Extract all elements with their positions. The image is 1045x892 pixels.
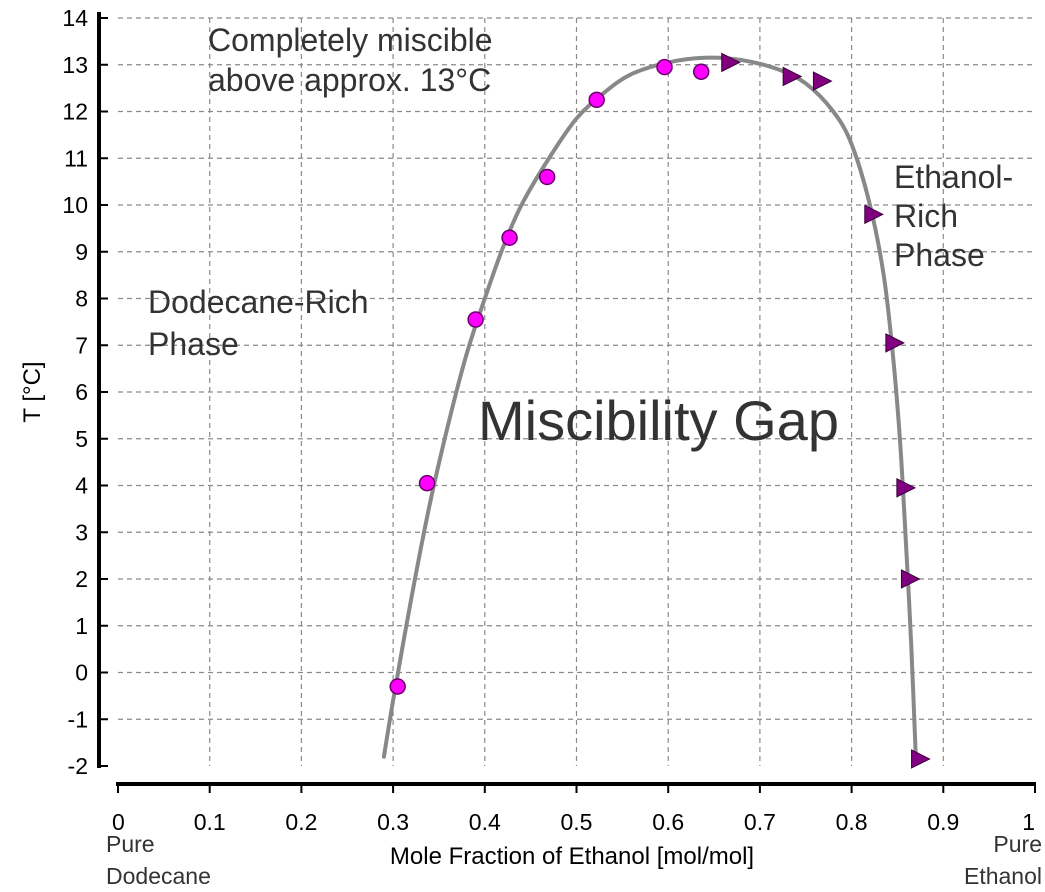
y-tick-label: 12 [62,99,88,125]
ethanol-phase-label: Phase [894,237,985,273]
dodecane-phase-label: Phase [148,326,239,362]
x-tick-label: 0.5 [561,809,593,835]
dodecane-rich-point [389,678,406,695]
y-tick-label: 14 [62,5,88,31]
x-tick-label: 1 [1022,809,1035,835]
miscible-annotation: Completely miscible [208,22,493,58]
ethanol-rich-point [900,569,921,589]
ethanol-phase-label: Ethanol- [894,159,1013,195]
x-tick-label: 0.6 [652,809,684,835]
ethanol-rich-point [864,204,884,225]
pure-ethanol-label: Ethanol [964,863,1042,889]
x-tick-label: 0.4 [469,809,501,835]
y-tick-label: 6 [75,379,88,405]
fitted-curve [381,55,918,759]
y-tick-label: 8 [75,286,88,312]
y-tick-label: 13 [62,52,88,78]
pure-dodecane-label: Dodecane [106,863,211,889]
x-tick-label: 0.3 [377,809,409,835]
x-tick-label: 0.2 [285,809,317,835]
pure-dodecane-label: Pure [106,831,155,857]
dodecane-rich-point [538,168,556,186]
grid [118,17,1035,766]
x-tick-label: 0.9 [927,809,959,835]
y-tick-label: 4 [75,473,88,499]
x-axis-title: Mole Fraction of Ethanol [mol/mol] [390,843,754,870]
ethanol-rich-point [911,749,931,769]
y-tick-label: 2 [75,566,88,592]
pure-ethanol-label: Pure [993,831,1042,857]
y-tick-label: 10 [62,192,88,218]
dodecane-rich-point [692,63,710,81]
x-tick-label: 0.8 [836,809,868,835]
y-tick-label: -1 [68,706,88,732]
y-tick-label: 1 [75,613,88,639]
x-tick-label: 0.7 [744,809,776,835]
ethanol-rich-point [885,333,905,353]
x-tick-label: 0.1 [194,809,226,835]
dodecane-rich-point [418,474,436,492]
ethanol-rich-point [721,52,741,73]
data-markers [389,52,931,769]
dodecane-rich-point [501,229,518,246]
dodecane-rich-point [656,58,673,76]
ethanol-rich-point [782,66,803,87]
dodecane-phase-label: Dodecane-Rich [148,284,369,320]
y-tick-label: -2 [68,753,88,779]
y-tick-label: 7 [75,332,88,358]
x-tick-label: 0 [112,809,125,835]
dodecane-rich-point [467,311,484,328]
y-tick-label: 3 [75,519,88,545]
y-tick-label: 0 [75,660,88,686]
y-axis-title: T [°C] [19,361,46,422]
ethanol-phase-label: Rich [894,198,958,234]
y-tick-label: 5 [75,426,88,452]
ethanol-rich-point [896,478,916,498]
ethanol-rich-point [812,71,833,91]
chart-text: Mole Fraction of Ethanol [mol/mol] T [°C]… [19,22,1042,889]
dodecane-rich-point [588,91,605,109]
miscibility-gap-label: Miscibility Gap [478,389,839,452]
y-tick-label: 11 [64,145,88,171]
y-tick-label: 9 [75,239,88,265]
solubility-curve [381,55,918,759]
miscible-annotation: above approx. 13°C [208,62,491,98]
